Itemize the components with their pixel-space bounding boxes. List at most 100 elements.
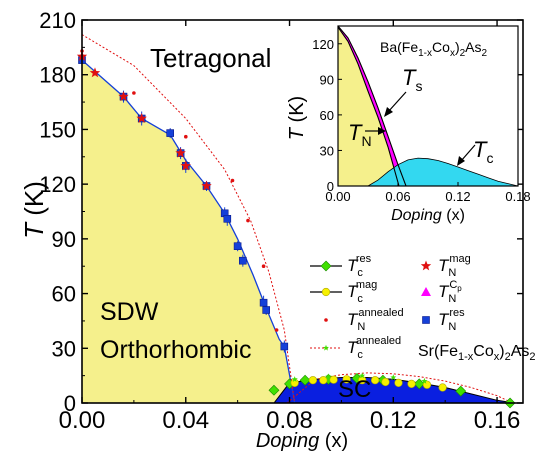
n-annealed-marker: [184, 134, 188, 139]
inset-ts-line: [338, 26, 407, 186]
n-annealed-marker: [230, 178, 235, 183]
c-mag-marker: [394, 378, 403, 388]
n-mag-marker: [175, 147, 186, 158]
c-annealed-marker: [325, 373, 332, 380]
inset-x-tick-label: 0.12: [445, 189, 470, 204]
c-annealed-marker: [421, 377, 428, 384]
n-annealed-marker: [274, 328, 279, 332]
x-tick-label: 0.04: [162, 407, 209, 434]
inset-frame: [337, 25, 519, 187]
inset-tc-arrowhead: [457, 156, 465, 166]
y-tick-label: 30: [52, 336, 76, 361]
inset-tc-arrow: [460, 144, 476, 162]
n-mag-marker: [89, 67, 101, 78]
c-res-marker: [268, 384, 280, 396]
legend-marker: [324, 318, 328, 322]
inset-y-tick-label: 60: [320, 108, 334, 123]
legend-marker: [321, 287, 331, 297]
n-res-marker: [223, 215, 232, 223]
c-mag-marker: [371, 376, 380, 385]
legend-label: Tcres: [347, 253, 372, 279]
sc-label: SC: [338, 376, 371, 403]
inset-x-axis-label: Doping (x): [391, 207, 465, 224]
c-mag-marker: [329, 375, 338, 384]
inset-x-tick-label: 0.18: [505, 189, 530, 204]
c-mag-marker: [438, 383, 447, 392]
inset-tc-label: Tc: [473, 137, 493, 166]
c-annealed-marker: [291, 376, 298, 382]
legend-label: Tcmag: [347, 279, 377, 305]
tetragonal-label: Tetragonal: [150, 43, 271, 73]
n-res-marker: [259, 298, 268, 307]
n-mag-marker: [201, 180, 212, 191]
c-mag-marker: [342, 375, 351, 384]
inset-tn-line: [338, 26, 400, 186]
legend-marker: [323, 344, 329, 351]
n-res-marker: [239, 256, 247, 265]
c-annealed-marker: [390, 374, 397, 381]
n-annealed-marker: [246, 218, 250, 223]
y-tick-label: 180: [39, 63, 76, 88]
n-res-marker: [262, 306, 271, 314]
inset-y-axis-label: T (K): [286, 96, 308, 140]
x-tick-label: 0.00: [59, 407, 106, 434]
inset-tn-label: TN: [348, 120, 372, 149]
legend-label: TNCp: [438, 279, 462, 305]
c-mag-marker: [381, 377, 390, 387]
y-tick-label: 60: [52, 282, 76, 307]
y-tick-label: 0: [64, 391, 76, 416]
inset-structural-band: [338, 26, 406, 186]
c-mag-marker: [308, 376, 318, 385]
legend-marker: [420, 260, 432, 271]
compound-label: Sr(Fe1-xCox)2As2: [418, 343, 535, 363]
legend-marker: [422, 316, 430, 324]
n-mag-marker: [180, 160, 191, 171]
inset-title: Ba(Fe1-xCox)2As2: [380, 39, 488, 59]
sdw-label: SDW: [100, 298, 159, 326]
n-res-marker: [166, 129, 174, 137]
c-mag-marker: [319, 376, 328, 385]
inset-sdw-fill: [338, 27, 399, 186]
c-res-marker: [299, 374, 311, 386]
inset-ts-label: Ts: [402, 65, 422, 94]
sdw-region-fill: [82, 60, 295, 403]
legend-label: TNmag: [438, 253, 471, 279]
legend-label: Tcannealed: [347, 335, 401, 361]
tc-annealed-fit-line: [286, 372, 513, 403]
inset-ts-arrow: [387, 91, 407, 113]
legend-marker: [421, 287, 431, 296]
n-res-marker: [280, 342, 289, 351]
inset-x-tick-label: 0.00: [325, 189, 350, 204]
n-mag-marker: [136, 113, 147, 123]
inset-x-tick-label: 0.06: [385, 189, 410, 204]
tn-annealed-fit-line: [82, 34, 296, 403]
legend-marker: [320, 260, 332, 272]
main-y-axis-label: T (K): [19, 181, 49, 239]
main-x-axis-label: Doping (x): [256, 430, 348, 452]
n-res-marker: [233, 242, 242, 250]
legend-label: TNannealed: [347, 307, 404, 333]
c-annealed-marker: [457, 387, 464, 393]
y-tick-label: 90: [52, 227, 76, 252]
n-annealed-marker: [261, 264, 266, 269]
inset-y-tick-label: 90: [320, 72, 334, 87]
inset-y-tick-label: 120: [312, 37, 334, 52]
inset-tn-arrowhead: [378, 127, 386, 135]
y-tick-label: 150: [39, 117, 76, 142]
x-tick-label: 0.12: [370, 407, 417, 434]
c-mag-marker: [407, 379, 416, 389]
c-res-marker: [413, 378, 425, 390]
inset-y-tick-label: 0: [327, 179, 334, 194]
inset-plot: 0.00 0.06 0.12 0.18 0 30 60 90 120 Ba(Fe1-xCox)2…: [286, 25, 531, 224]
x-tick-label: 0.08: [266, 407, 313, 434]
x-tick-label: 0.16: [474, 407, 521, 434]
inset-sc-dome-fill: [367, 157, 518, 186]
orthorhombic-label: Orthorhombic: [100, 336, 251, 364]
c-annealed-marker: [359, 372, 366, 379]
y-tick-label: 120: [39, 172, 76, 197]
n-mag-marker: [118, 91, 129, 101]
legend-label: TNres: [438, 307, 465, 333]
n-annealed-marker: [132, 91, 136, 95]
